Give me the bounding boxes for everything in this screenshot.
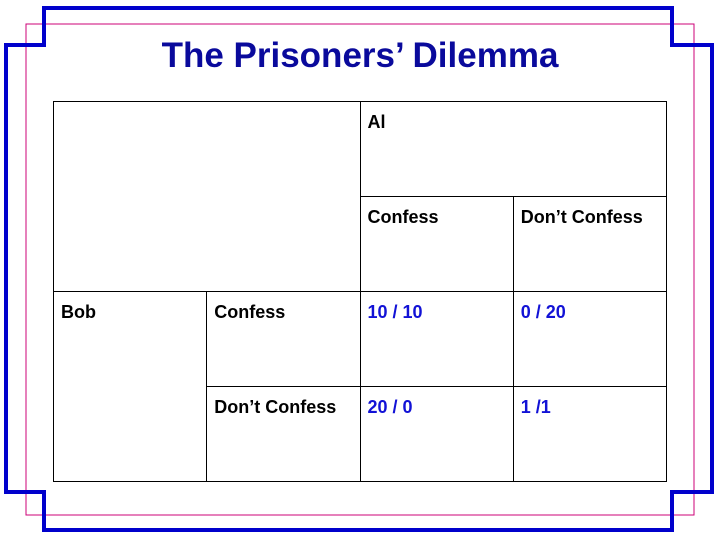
row-player-label: Bob bbox=[52, 291, 208, 482]
payoff-matrix: Al Confess Don’t Confess Bob Confess 10 … bbox=[52, 101, 668, 482]
outer-notched-border bbox=[4, 6, 714, 532]
payoff-dont-confess-confess: 20 / 0 bbox=[359, 386, 514, 482]
matrix-row-dont-confess: Don’t Confess 20 / 0 1 /1 bbox=[54, 386, 668, 482]
column-strategy-confess: Confess bbox=[359, 196, 514, 292]
matrix-row-header-strategies: Confess Don’t Confess bbox=[54, 196, 668, 292]
empty-corner-cell bbox=[53, 101, 361, 292]
inner-guide-border bbox=[25, 23, 695, 516]
slide-title: The Prisoners’ Dilemma bbox=[161, 36, 559, 75]
column-strategy-dont-confess: Don’t Confess bbox=[512, 196, 668, 292]
payoff-confess-confess: 10 / 10 bbox=[359, 291, 514, 387]
matrix-row-confess: Bob Confess 10 / 10 0 / 20 bbox=[52, 291, 668, 482]
payoff-dont-confess-dont-confess: 1 /1 bbox=[512, 386, 668, 482]
matrix-row-header-player: Al bbox=[53, 101, 667, 292]
row-strategy-dont-confess: Don’t Confess bbox=[206, 386, 361, 482]
payoff-confess-dont-confess: 0 / 20 bbox=[512, 291, 668, 387]
column-player-label: Al bbox=[359, 101, 667, 197]
row-strategy-confess: Confess bbox=[206, 291, 361, 387]
